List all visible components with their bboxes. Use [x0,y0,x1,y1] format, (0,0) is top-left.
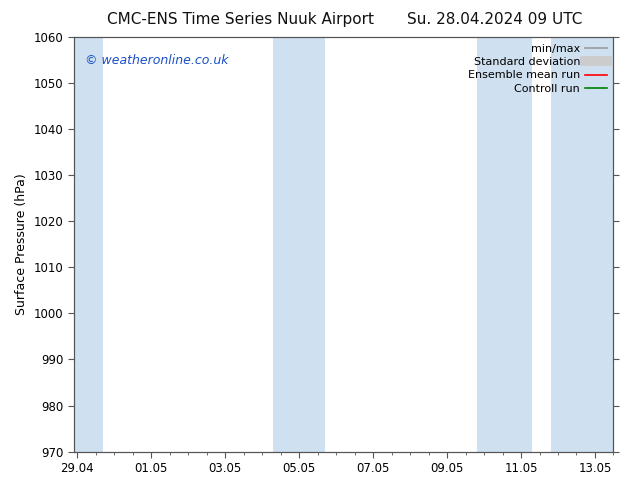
Bar [74,37,103,452]
Bar [477,37,532,452]
Bar [273,37,325,452]
Text: CMC-ENS Time Series Nuuk Airport: CMC-ENS Time Series Nuuk Airport [107,12,375,27]
Legend: min/max, Standard deviation, Ensemble mean run, Controll run: min/max, Standard deviation, Ensemble me… [463,39,611,98]
Y-axis label: Surface Pressure (hPa): Surface Pressure (hPa) [15,173,28,315]
Text: © weatheronline.co.uk: © weatheronline.co.uk [84,54,228,67]
Text: Su. 28.04.2024 09 UTC: Su. 28.04.2024 09 UTC [407,12,582,27]
Bar [550,37,614,452]
